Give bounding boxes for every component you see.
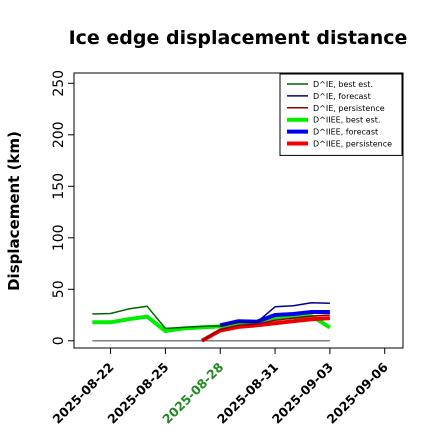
legend-label: D^IE, forecast — [313, 92, 371, 101]
plot-frame — [73, 72, 404, 349]
y-tick-label: 100 — [51, 224, 67, 251]
series-line-1 — [220, 301, 330, 327]
series-line-4 — [219, 310, 330, 328]
series-layer — [92, 301, 331, 343]
y-axis: 0 50 100 150 200 250 — [51, 70, 74, 345]
legend-label: D^IIEE, persistence — [313, 140, 392, 149]
series-line-2 — [201, 314, 330, 342]
series-line-0 — [92, 305, 221, 330]
legend-label: D^IE, persistence — [313, 104, 385, 113]
legend: D^IE, best est. D^IE, forecast D^IE, persi… — [279, 73, 403, 156]
x-axis: 2025-08-222025-08-252025-08-282025-08-31… — [50, 348, 391, 427]
y-tick-label: 250 — [51, 70, 67, 97]
legend-label: D^IE, best est. — [313, 80, 373, 89]
y-tick-label: 150 — [51, 173, 67, 200]
chart-title: Ice edge displacement distance — [69, 27, 408, 49]
legend-label: D^IIEE, forecast — [313, 128, 378, 137]
y-tick-label: 0 — [51, 336, 67, 345]
y-tick-label: 200 — [51, 121, 67, 148]
y-axis-label: Displacement (km) — [5, 131, 23, 291]
series-line-5 — [200, 316, 331, 343]
legend-label: D^IIEE, best est. — [313, 116, 380, 125]
y-tick-label: 50 — [51, 280, 67, 298]
